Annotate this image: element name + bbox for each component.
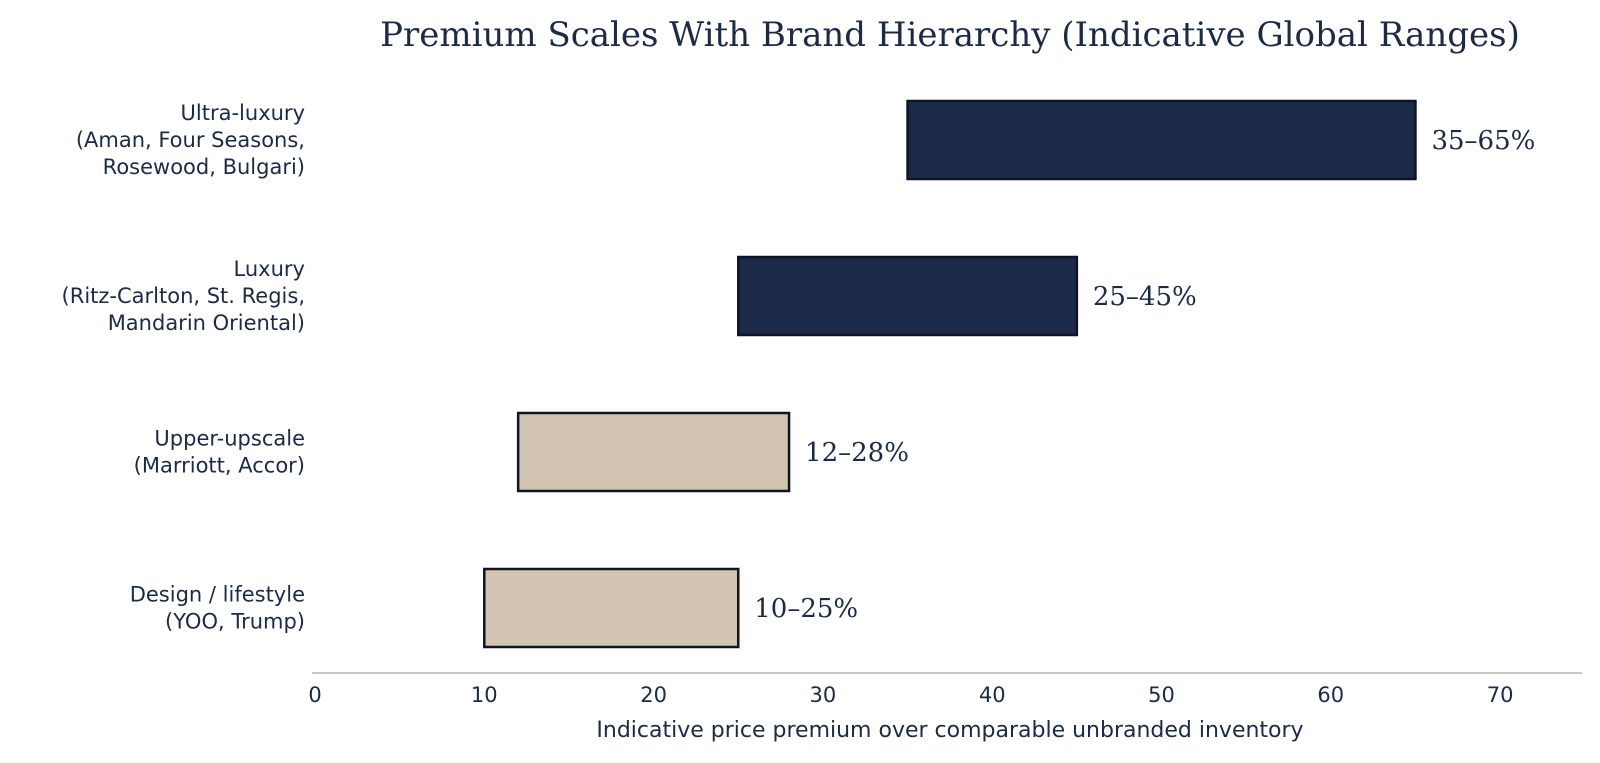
chart-title: Premium Scales With Brand Hierarchy (Ind…	[380, 15, 1520, 55]
category-label-line: Rosewood, Bulgari)	[103, 155, 305, 179]
category-label-line: Design / lifestyle	[130, 583, 305, 607]
category-label-line: Mandarin Oriental)	[108, 311, 305, 335]
x-tick-label: 10	[471, 683, 498, 707]
x-tick-label: 60	[1317, 683, 1344, 707]
x-tick-label: 30	[810, 683, 837, 707]
x-axis-ticks: 0 10 20 30 40 50 60 70	[308, 683, 1513, 707]
category-label-line: (Marriott, Accor)	[134, 454, 305, 478]
range-bar-1	[906, 99, 1417, 181]
category-label-line: Luxury	[234, 257, 305, 281]
x-tick-label: 70	[1487, 683, 1514, 707]
x-tick-label: 20	[640, 683, 667, 707]
x-axis-title: Indicative price premium over comparable…	[596, 718, 1303, 743]
bar-value-label-1: 35–65%	[1431, 126, 1535, 156]
range-bar-4	[483, 567, 740, 649]
category-label-line: (Ritz-Carlton, St. Regis,	[62, 284, 305, 308]
plot-area: 35–65% 25–45% 12–28% 10–25%	[483, 99, 1535, 649]
range-bar-3	[516, 411, 791, 493]
x-tick-label: 50	[1148, 683, 1175, 707]
category-label-3: Upper-upscale (Marriott, Accor)	[134, 427, 305, 478]
category-label-line: (Aman, Four Seasons,	[76, 128, 305, 152]
bar-value-label-4: 10–25%	[754, 594, 858, 624]
range-bar-2	[737, 255, 1079, 337]
category-label-line: Ultra-luxury	[181, 101, 305, 125]
bar-value-label-3: 12–28%	[805, 438, 909, 468]
category-label-4: Design / lifestyle (YOO, Trump)	[130, 583, 305, 634]
x-tick-label: 0	[308, 683, 321, 707]
category-label-1: Ultra-luxury (Aman, Four Seasons, Rosewood…	[76, 101, 305, 179]
category-label-line: (YOO, Trump)	[165, 610, 305, 634]
category-label-line: Upper-upscale	[154, 427, 305, 451]
bar-value-label-2: 25–45%	[1093, 282, 1197, 312]
category-label-2: Luxury (Ritz-Carlton, St. Regis, Mandarin …	[62, 257, 305, 335]
category-labels: Ultra-luxury (Aman, Four Seasons, Rosewood…	[62, 101, 305, 634]
x-tick-label: 40	[979, 683, 1006, 707]
